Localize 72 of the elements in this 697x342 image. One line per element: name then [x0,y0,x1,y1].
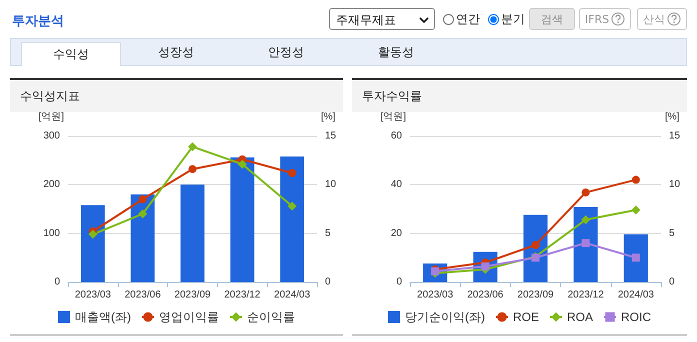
bar [80,205,105,282]
legend-label: 순이익률 [246,310,295,324]
text: 성장성 [157,44,195,61]
y-tick-label: 100 [43,228,60,239]
y-tick-label: 20 [390,228,402,239]
x-tick-label: 2023/03 [74,290,112,300]
point [582,188,590,196]
x-tick-label: 2024/03 [274,290,311,300]
point [631,205,640,214]
text: 투자분석 [12,13,64,30]
text: 연간 [455,11,480,28]
y2-tick-label: 10 [669,179,681,190]
legend-label: 당기순이익(좌) [405,310,485,324]
point [88,230,98,239]
text: 분기 [500,11,525,28]
point [138,209,148,218]
legend-label: 매출액(좌) [75,310,132,324]
bar [230,157,254,282]
y2-axis-title: [%] [321,112,336,122]
chart-title: 투자수익률 [352,80,687,112]
bar [280,156,304,282]
x-tick-label: 2024/03 [618,290,654,300]
x-tick-label: 2023/06 [467,290,504,300]
legend-label: ROIC [621,310,652,324]
legend-label: ROE [512,310,540,324]
y-tick-label: 40 [390,179,402,190]
point [632,254,640,262]
bar [574,207,598,282]
point [532,241,540,250]
point [188,142,197,152]
y2-tick-label: 10 [325,179,337,190]
point [288,202,297,211]
y2-tick-label: 5 [669,228,675,239]
point [582,239,590,248]
y2-tick-label: 0 [325,276,331,288]
y-tick-label: 60 [390,130,402,142]
y-axis-title: [억원] [380,112,406,122]
point [238,160,247,169]
point [288,168,296,177]
text: 수익성 [21,42,121,66]
text: 산식 [637,8,687,30]
y-tick-label: 0 [396,276,402,288]
y2-axis-title: [%] [665,112,680,122]
y-tick-label: 200 [43,179,60,190]
bar [130,194,155,282]
text: IFRS [579,8,631,30]
y-tick-label: 0 [54,276,60,288]
text: 검색 [529,8,575,30]
chart-title: 수익성지표 [10,80,343,112]
legend-label: 영업이익률 [158,310,219,324]
text: 주재무제표 [329,8,435,30]
point [188,165,196,174]
text: 활동성 [377,44,415,61]
y2-tick-label: 15 [669,130,681,142]
y-tick-label: 300 [43,130,60,142]
point [632,176,640,184]
x-tick-label: 2023/09 [174,290,212,300]
y2-tick-label: 0 [669,276,675,288]
text: 안정성 [267,44,305,61]
bar [624,234,648,282]
point [581,215,590,224]
x-tick-label: 2023/06 [124,290,162,300]
x-tick-label: 2023/09 [517,290,554,300]
bar [180,184,204,282]
x-tick-label: 2023/12 [224,290,261,300]
x-tick-label: 2023/03 [417,290,454,300]
y2-tick-label: 5 [325,228,331,239]
legend-label: ROA [566,310,594,324]
y2-tick-label: 15 [325,130,337,142]
point [138,195,147,204]
x-tick-label: 2023/12 [568,290,604,300]
y-axis-title: [억원] [38,112,64,122]
